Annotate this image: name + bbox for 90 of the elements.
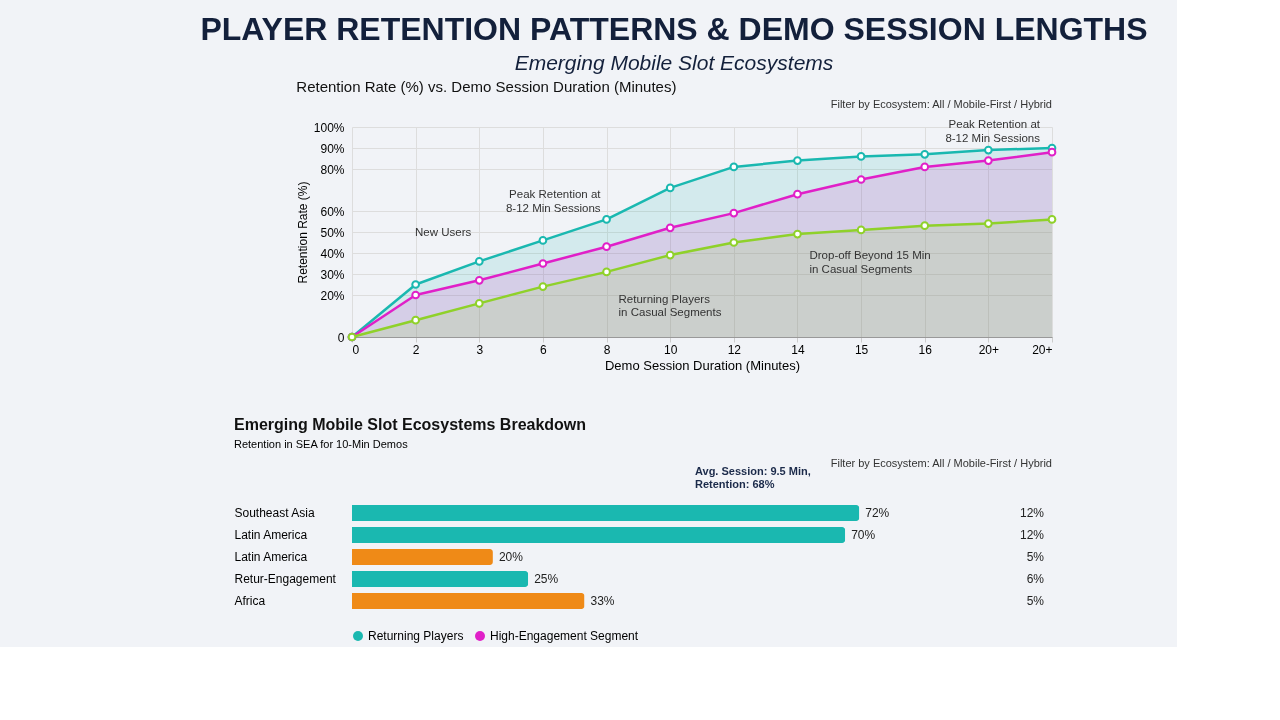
y-tick-label: 0 <box>337 330 345 345</box>
x-tick-label: 20+ <box>978 342 1000 357</box>
point <box>474 257 484 266</box>
y-tick-label: Latin America <box>234 550 308 564</box>
x-axis-title: Demo Session Duration (Minutes) <box>604 357 801 373</box>
chart-subtitle: Retention in SEA for 10-Min Demos <box>234 438 409 450</box>
x-tick-label: 0 <box>352 342 360 357</box>
text: 5% <box>1026 550 1045 564</box>
bar <box>352 593 585 609</box>
y-tick-label: 30% <box>320 267 345 282</box>
text: PLAYER RETENTION PATTERNS & DEMO SESSION LENGTHS <box>200 11 1148 47</box>
point <box>474 299 484 308</box>
y-tick-label: 60% <box>320 204 345 219</box>
annotation: Drop-off Beyond 15 Min in Casual Segments <box>809 249 931 275</box>
point <box>665 183 675 193</box>
point <box>729 208 739 218</box>
y-tick-label: Southeast Asia <box>234 506 315 520</box>
point <box>665 223 675 233</box>
x-tick-label: 2 <box>412 342 420 357</box>
point <box>411 315 420 325</box>
point <box>1047 147 1057 157</box>
x-tick-label: 15 <box>854 342 869 357</box>
point <box>602 215 611 224</box>
point <box>411 290 420 300</box>
x-tick-label: 12 <box>727 342 742 357</box>
text: 12% <box>1019 506 1045 520</box>
point <box>856 175 866 184</box>
y-tick-label: 100% <box>313 120 345 135</box>
y-tick-label: Latin America <box>234 528 308 542</box>
text: Avg. Session: 9.5 Min, Retention: 68% <box>695 465 811 490</box>
bar <box>352 571 529 587</box>
point <box>602 267 611 277</box>
point <box>793 189 802 199</box>
point <box>665 250 675 260</box>
bar <box>352 549 493 565</box>
bar <box>352 505 860 521</box>
y-tick-label: Africa <box>234 594 266 608</box>
annotation: Peak Retention at 8-12 Min Sessions <box>505 188 602 214</box>
point <box>602 242 611 252</box>
point <box>984 156 993 165</box>
annotation: Peak Retention at 8-12 Min Sessions <box>945 118 1041 144</box>
point <box>984 145 993 155</box>
x-tick-label: 16 <box>918 342 933 357</box>
data-label: 33% <box>590 594 615 608</box>
bar <box>352 527 846 543</box>
x-tick-label: 6 <box>540 342 548 357</box>
y-axis-title: Retention Rate (%) <box>295 181 310 284</box>
point <box>984 219 993 228</box>
point <box>920 162 930 172</box>
point <box>411 280 420 289</box>
text: 12% <box>1019 528 1045 542</box>
legend-label: Returning Players <box>368 629 464 643</box>
y-tick-label: 40% <box>320 246 345 261</box>
data-label: 25% <box>534 572 559 586</box>
legend-label: High-Engagement Segment <box>490 629 639 643</box>
point <box>538 282 548 291</box>
annotation: Returning Players in Casual Segments <box>618 292 722 319</box>
data-label: 70% <box>851 528 876 542</box>
point <box>729 162 739 172</box>
text: Filter by Ecosystem: All / Mobile-First / Hybrid <box>830 457 1052 469</box>
point <box>793 229 802 239</box>
text: Filter by Ecosystem: All / Mobile-First / Hybrid <box>830 98 1052 110</box>
point <box>920 221 930 231</box>
y-tick-label: 50% <box>320 225 345 240</box>
y-tick-label: 80% <box>320 162 345 177</box>
point <box>538 259 548 268</box>
chart-title: Retention Rate (%) vs. Demo Session Duration (Minutes) <box>296 78 677 95</box>
point <box>856 152 866 161</box>
text: 6% <box>1026 572 1045 586</box>
point <box>793 156 802 165</box>
point <box>856 225 866 235</box>
x-tick-label: 3 <box>476 342 484 357</box>
point <box>474 275 484 285</box>
text: 5% <box>1026 594 1045 608</box>
y-tick-label: 90% <box>320 141 345 156</box>
x-tick-label: 20+ <box>1032 342 1053 357</box>
y-tick-label: Retur-Engagement <box>234 572 337 586</box>
data-label: 72% <box>865 506 890 520</box>
point <box>1047 215 1057 224</box>
data-label: 20% <box>498 550 524 564</box>
x-tick-label: 8 <box>603 342 611 357</box>
point <box>729 238 739 247</box>
point <box>920 149 930 159</box>
y-tick-label: 20% <box>320 288 345 303</box>
x-tick-label: 10 <box>664 342 678 357</box>
x-tick-label: 14 <box>791 342 805 357</box>
chart-title: Emerging Mobile Slot Ecosystems Breakdown <box>234 416 587 433</box>
annotation: New Users <box>415 226 472 239</box>
text: Emerging Mobile Slot Ecosystems <box>514 51 834 74</box>
point <box>538 236 548 245</box>
